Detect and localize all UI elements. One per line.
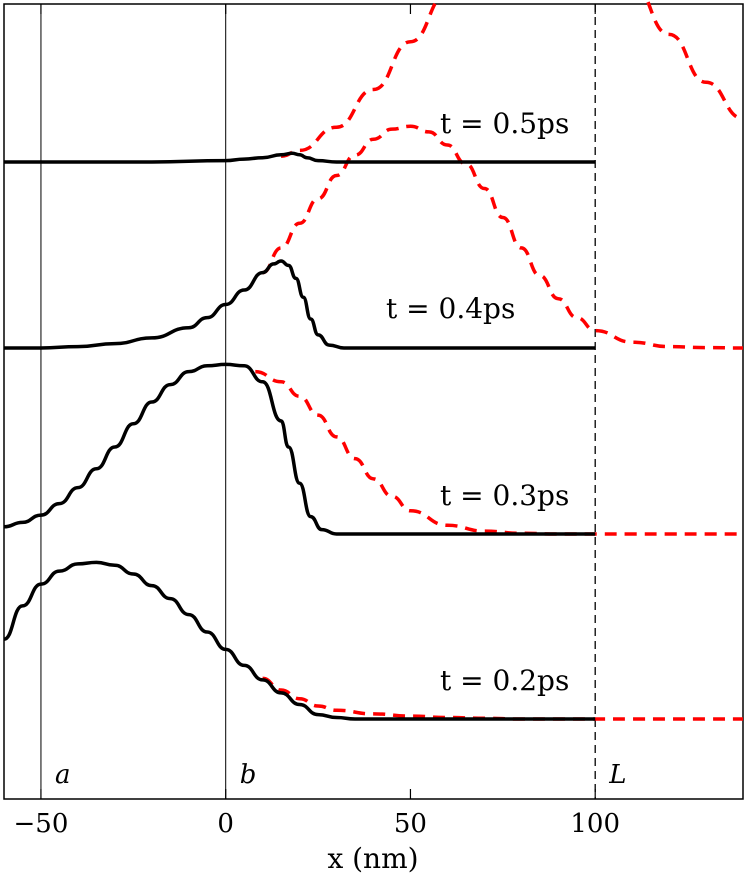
plot-frame (3, 3, 744, 800)
time-label-1: t = 0.2ps (440, 664, 569, 697)
solid-curve-2 (3, 362, 596, 536)
time-label-2: t = 0.3ps (440, 479, 569, 512)
solid-curve-1 (3, 560, 596, 721)
x-tick-label: 0 (217, 809, 234, 839)
dashed-curve-4 (280, 0, 744, 158)
marker-label-L: L (608, 760, 626, 790)
dashed-curve-2 (255, 369, 743, 536)
x-axis-label: x (nm) (327, 842, 418, 875)
marker-label-b: b (240, 760, 257, 790)
x-tick-label: 50 (394, 809, 427, 839)
time-labels: t = 0.2ps t = 0.3ps t = 0.4ps t = 0.5ps (386, 107, 569, 697)
x-tick-label: 100 (570, 809, 620, 839)
marker-label-a: a (55, 760, 71, 790)
curves (3, 0, 744, 721)
time-label-4: t = 0.5ps (440, 107, 569, 140)
time-label-3: t = 0.4ps (386, 292, 515, 325)
solid-curve-3 (4, 259, 596, 350)
x-tick-label: −50 (14, 809, 69, 839)
x-axis-ticks: −50 0 50 100 (14, 4, 620, 839)
dashed-curve-3 (262, 124, 744, 350)
solid-curve-4 (4, 151, 596, 164)
